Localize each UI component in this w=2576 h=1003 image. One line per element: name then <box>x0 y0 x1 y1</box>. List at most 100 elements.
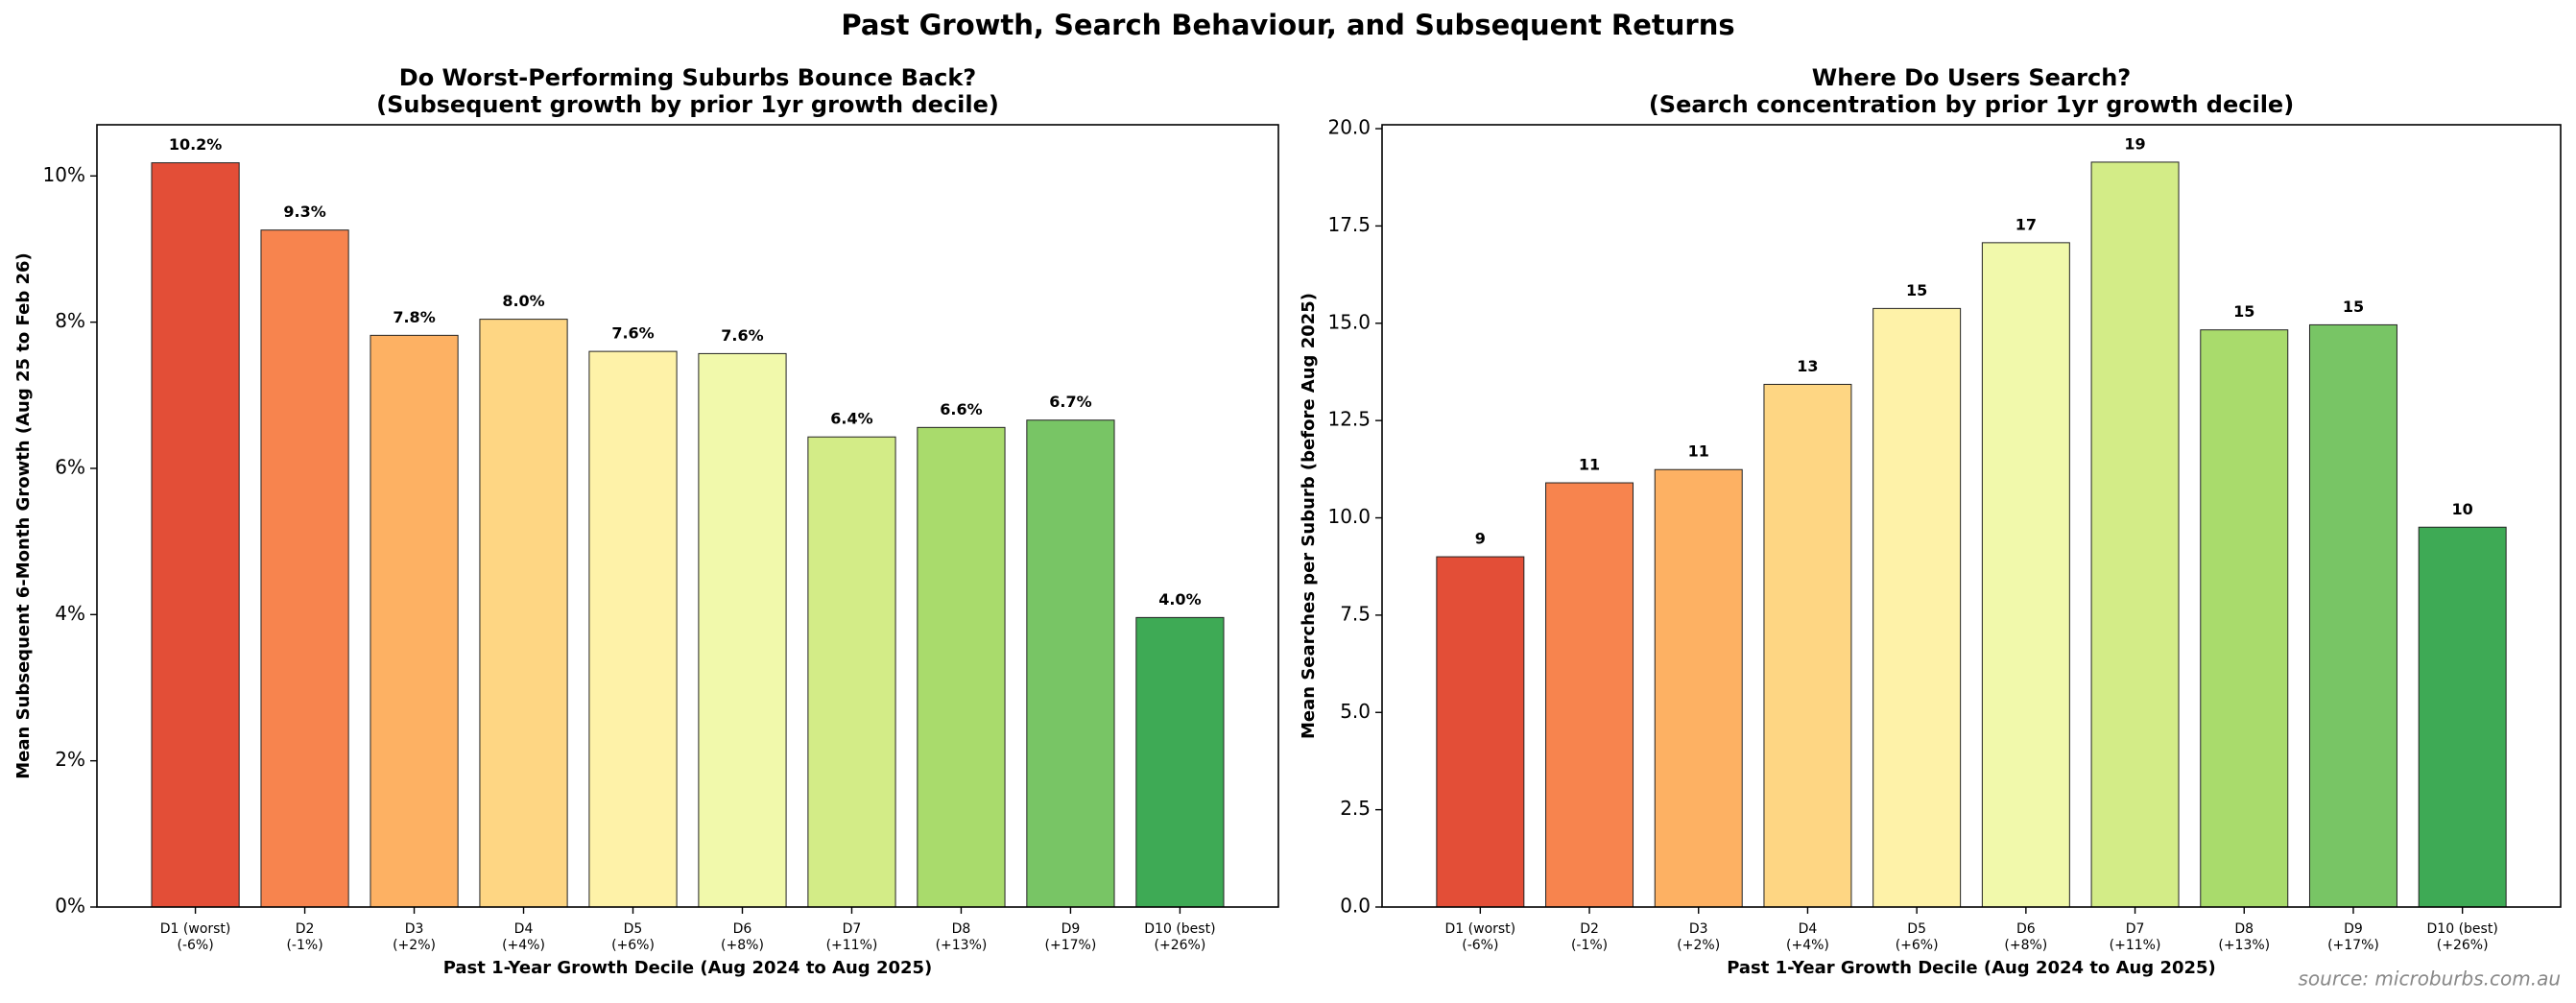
x-tick-label: D9 <box>2344 921 2363 937</box>
bar <box>588 350 678 908</box>
x-tick-label: (+26%) <box>2437 938 2489 953</box>
x-tick-label: (+26%) <box>1155 938 1206 953</box>
x-tick-label: D3 <box>1689 921 1708 937</box>
value-label: 9 <box>1475 530 1486 548</box>
plot-frame <box>96 124 1279 908</box>
y-tick-label: 10% <box>43 163 85 186</box>
x-tick-label: D7 <box>843 921 862 937</box>
bar <box>2200 329 2289 908</box>
bar <box>698 352 787 908</box>
value-label: 15 <box>2343 298 2364 316</box>
source-note: source: microburbs.com.au <box>2298 967 2561 991</box>
value-label: 6.7% <box>1049 393 1091 411</box>
bar <box>2418 526 2507 908</box>
x-axis-label: Past 1-Year Growth Decile (Aug 2024 to A… <box>443 958 933 978</box>
x-tick-label: (+2%) <box>1677 938 1720 953</box>
bar <box>1436 556 1525 908</box>
chart-title: Do Worst-Performing Suburbs Bounce Back? <box>399 64 976 91</box>
chart-title: (Subsequent growth by prior 1yr growth d… <box>376 91 999 118</box>
y-axis-label: Mean Subsequent 6-Month Growth (Aug 25 t… <box>13 252 34 779</box>
x-tick-label: D10 (best) <box>2427 921 2498 937</box>
x-tick-label: (+6%) <box>611 938 655 953</box>
bar <box>2090 161 2180 908</box>
chart-title: Where Do Users Search? <box>1812 64 2131 91</box>
x-tick-label: D5 <box>624 921 643 937</box>
y-tick-label: 2% <box>55 748 85 771</box>
x-tick-label: D3 <box>405 921 424 937</box>
value-label: 10 <box>2452 500 2473 518</box>
value-label: 4.0% <box>1158 590 1201 609</box>
y-tick-label: 10.0 <box>1327 505 1371 528</box>
bar <box>1026 419 1115 908</box>
plot-frame <box>1381 124 2562 908</box>
bar <box>1654 468 1743 908</box>
y-tick-label: 20.0 <box>1327 116 1371 139</box>
y-tick-label: 2.5 <box>1340 797 1371 820</box>
x-tick-label: (+2%) <box>393 938 436 953</box>
y-tick-label: 0.0 <box>1340 895 1371 918</box>
value-label: 15 <box>2233 302 2254 321</box>
x-tick-label: (-1%) <box>286 938 322 953</box>
value-label: 7.6% <box>721 326 763 345</box>
value-label: 11 <box>1579 456 1600 474</box>
x-tick-label: (+6%) <box>1896 938 1939 953</box>
y-tick-label: 0% <box>55 895 85 918</box>
x-tick-label: (+13%) <box>2218 938 2270 953</box>
x-tick-label: (+11%) <box>826 938 878 953</box>
x-tick-label: (+8%) <box>721 938 764 953</box>
y-tick-label: 17.5 <box>1327 213 1371 236</box>
value-label: 19 <box>2124 134 2145 153</box>
y-axis-label: Mean Searches per Suburb (before Aug 202… <box>1299 293 1319 739</box>
y-tick-label: 4% <box>55 602 85 625</box>
x-tick-label: D7 <box>2126 921 2145 937</box>
x-tick-label: (+4%) <box>1786 938 1829 953</box>
bar <box>917 426 1006 908</box>
bar <box>1545 482 1634 908</box>
x-tick-label: D8 <box>2234 921 2254 937</box>
x-tick-label: D6 <box>733 921 752 937</box>
y-tick-label: 5.0 <box>1340 700 1371 723</box>
bar <box>260 229 349 908</box>
value-label: 6.6% <box>940 400 982 418</box>
y-tick-label: 12.5 <box>1327 408 1371 431</box>
value-label: 10.2% <box>169 135 223 154</box>
bar <box>1981 242 2070 908</box>
x-tick-label: D2 <box>1580 921 1599 937</box>
bar <box>370 334 459 908</box>
x-axis-label: Past 1-Year Growth Decile (Aug 2024 to A… <box>1727 958 2216 978</box>
figure-title: Past Growth, Search Behaviour, and Subse… <box>841 9 1734 41</box>
x-tick-label: (-6%) <box>1462 938 1498 953</box>
chart-title: (Search concentration by prior 1yr growt… <box>1649 91 2294 118</box>
x-tick-label: (-1%) <box>1571 938 1608 953</box>
x-tick-label: D10 (best) <box>1144 921 1215 937</box>
value-label: 11 <box>1688 442 1709 461</box>
x-tick-label: D4 <box>1799 921 1818 937</box>
x-tick-label: D9 <box>1061 921 1081 937</box>
x-tick-label: D4 <box>514 921 534 937</box>
x-tick-label: (+4%) <box>502 938 545 953</box>
x-tick-label: D2 <box>296 921 315 937</box>
bar <box>807 436 896 908</box>
value-label: 9.3% <box>283 203 325 221</box>
x-tick-label: D5 <box>1907 921 1926 937</box>
bar <box>1135 616 1225 908</box>
x-tick-label: D6 <box>2016 921 2036 937</box>
x-tick-label: (+17%) <box>1045 938 1097 953</box>
x-tick-label: (+8%) <box>2004 938 2047 953</box>
value-label: 7.6% <box>611 324 654 343</box>
bar <box>479 319 568 908</box>
value-label: 15 <box>1906 281 1927 299</box>
value-label: 13 <box>1797 357 1818 375</box>
x-tick-label: D1 (worst) <box>1445 921 1516 937</box>
bar <box>151 162 240 908</box>
bar <box>1872 307 1962 908</box>
y-tick-label: 6% <box>55 455 85 478</box>
x-tick-label: (+17%) <box>2327 938 2379 953</box>
bar <box>2308 323 2397 908</box>
x-tick-label: (+11%) <box>2110 938 2161 953</box>
value-label: 8.0% <box>502 292 544 310</box>
x-tick-label: D8 <box>952 921 971 937</box>
y-tick-label: 15.0 <box>1327 310 1371 333</box>
